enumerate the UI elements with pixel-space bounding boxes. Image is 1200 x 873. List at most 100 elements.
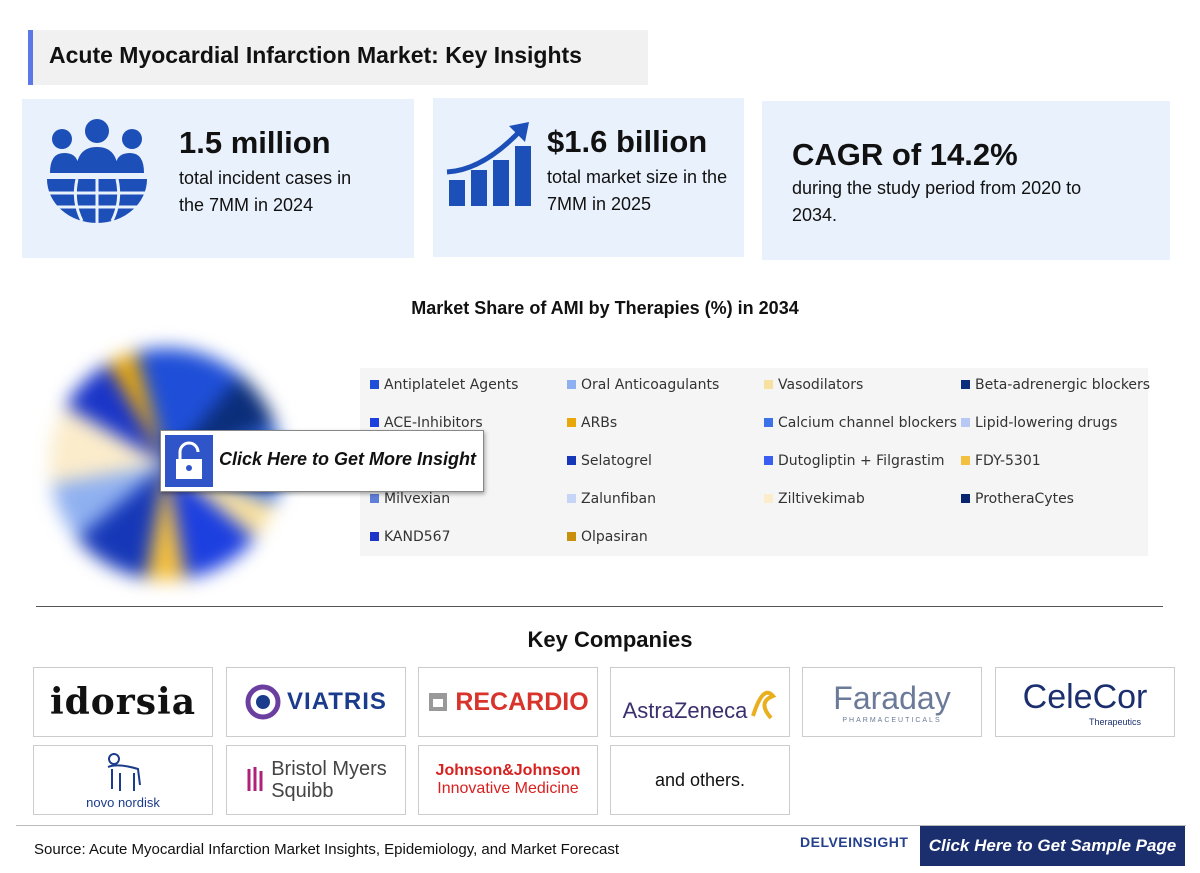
growth-icon: [446, 122, 531, 206]
legend-item: Selatogrel: [567, 453, 652, 469]
logo-text: idorsia: [49, 681, 197, 723]
legend-swatch: [370, 380, 379, 389]
company-logo: novo nordisk: [33, 745, 213, 815]
legend-label: FDY-5301: [975, 453, 1041, 469]
legend-item: Olpasiran: [567, 529, 648, 545]
logo-text: Faraday: [833, 680, 951, 716]
legend-label: Calcium channel blockers: [778, 415, 957, 431]
legend-item: Antiplatelet Agents: [370, 377, 518, 393]
legend-swatch: [567, 532, 576, 541]
legend-label: Beta-adrenergic blockers: [975, 377, 1151, 393]
legend-swatch: [961, 380, 970, 389]
company-logo: Faraday PHARMACEUTICALS: [802, 667, 982, 737]
logo-text: CeleCor: [1022, 677, 1148, 716]
legend-label: KAND567: [384, 529, 451, 545]
logo-subtext: Therapeutics: [1088, 716, 1142, 727]
company-logo: Bristol Myers Squibb: [226, 745, 406, 815]
company-logo: Johnson&Johnson Innovative Medicine: [418, 745, 598, 815]
legend-item: ACE-Inhibitors: [370, 415, 483, 431]
legend-swatch: [567, 494, 576, 503]
legend-label: ACE-Inhibitors: [384, 415, 483, 431]
insight-button[interactable]: Click Here to Get More Insight: [160, 430, 484, 492]
legend-label: Selatogrel: [581, 453, 652, 469]
legend-swatch: [764, 456, 773, 465]
company-logo: RECARDIO: [418, 667, 598, 737]
legend-swatch: [370, 494, 379, 503]
footer-line: [16, 825, 1186, 826]
logo-subtext: PHARMACEUTICALS: [842, 717, 942, 724]
legend-item: ARBs: [567, 415, 617, 431]
companies-title: Key Companies: [527, 627, 693, 652]
logo-text: Johnson&Johnson: [435, 762, 581, 779]
legend-swatch: [370, 418, 379, 427]
legend-item: FDY-5301: [961, 453, 1041, 469]
lock-icon: [165, 435, 213, 487]
people-globe-icon: [47, 119, 147, 223]
legend-item: ProtheraCytes: [961, 491, 1074, 507]
company-logo: idorsia: [33, 667, 213, 737]
sample-button[interactable]: Click Here to Get Sample Page: [920, 826, 1185, 866]
legend-item: Milvexian: [370, 491, 450, 507]
legend-swatch: [961, 418, 970, 427]
lock-svg: [176, 441, 202, 479]
stat-text: total market size in the 7MM in 2025: [547, 167, 728, 214]
legend-swatch: [764, 494, 773, 503]
logo-text: Bristol Myers: [271, 758, 387, 780]
legend-swatch: [961, 494, 970, 503]
brand-logo: DELVEINSIGHT: [800, 834, 909, 850]
stat-card: 1.5 million total incident cases in the …: [22, 99, 414, 258]
company-logo: AstraZeneca: [610, 667, 790, 737]
stat-card: $1.6 billion total market size in the 7M…: [433, 98, 744, 257]
legend-label: Vasodilators: [778, 377, 864, 393]
company-logo: VIATRIS: [226, 667, 406, 737]
legend-swatch: [764, 418, 773, 427]
legend-label: Lipid-lowering drugs: [975, 415, 1118, 431]
logo-text: AstraZeneca: [622, 698, 748, 723]
legend-label: ARBs: [581, 415, 618, 431]
logo-subtext: Innovative Medicine: [437, 780, 579, 797]
legend-item: Zalunfiban: [567, 491, 656, 507]
legend-item: Lipid-lowering drugs: [961, 415, 1117, 431]
legend-item: Oral Anticoagulants: [567, 377, 719, 393]
company-logo: CeleCor Therapeutics: [995, 667, 1175, 737]
legend-item: Ziltivekimab: [764, 491, 865, 507]
legend-item: Calcium channel blockers: [764, 415, 957, 431]
legend-swatch: [567, 456, 576, 465]
legend-label: Antiplatelet Agents: [384, 377, 519, 393]
legend-swatch: [764, 380, 773, 389]
insight-button-label: Click Here to Get More Insight: [219, 449, 477, 469]
legend-label: Olpasiran: [581, 529, 648, 545]
legend-label: Milvexian: [384, 491, 451, 507]
legend-swatch: [961, 456, 970, 465]
legend-label: Zalunfiban: [581, 491, 656, 507]
bms-icon: [247, 767, 263, 791]
logo-text: Squibb: [271, 780, 334, 802]
divider: [36, 606, 1163, 607]
logo-text: novo nordisk: [86, 794, 160, 810]
logo-text: VIATRIS: [287, 688, 387, 715]
company-logo: and others.: [610, 745, 790, 815]
legend: Antiplatelet Agents Oral Anticoagulants Va…: [360, 368, 1150, 556]
others-text: and others.: [654, 769, 746, 790]
stat-value: $1.6 billion: [547, 124, 708, 159]
stat-value: CAGR of 14.2%: [792, 137, 1018, 172]
legend-label: Oral Anticoagulants: [581, 377, 720, 393]
logo-text-group: Bristol Myers Squibb: [271, 758, 387, 802]
viatris-icon: [245, 684, 281, 720]
legend-swatch: [567, 380, 576, 389]
stat-card: CAGR of 14.2% during the study period fr…: [762, 101, 1170, 260]
legend-item: Beta-adrenergic blockers: [961, 377, 1150, 393]
source-text: Source: Acute Myocardial Infarction Mark…: [34, 841, 619, 858]
stat-text: during the study period from 2020 to 203…: [792, 178, 1082, 225]
legend-label: Ziltivekimab: [778, 491, 865, 507]
recardio-icon: [429, 693, 448, 711]
legend-item: Vasodilators: [764, 377, 863, 393]
legend-swatch: [567, 418, 576, 427]
page-title: Acute Myocardial Infarction Market: Key …: [49, 42, 582, 68]
logo-text: RECARDIO: [455, 687, 589, 716]
stat-value: 1.5 million: [179, 125, 331, 160]
legend-label: Dutogliptin + Filgrastim: [778, 453, 945, 469]
chart-title: Market Share of AMI by Therapies (%) in …: [411, 298, 799, 318]
legend-label: ProtheraCytes: [975, 491, 1074, 507]
